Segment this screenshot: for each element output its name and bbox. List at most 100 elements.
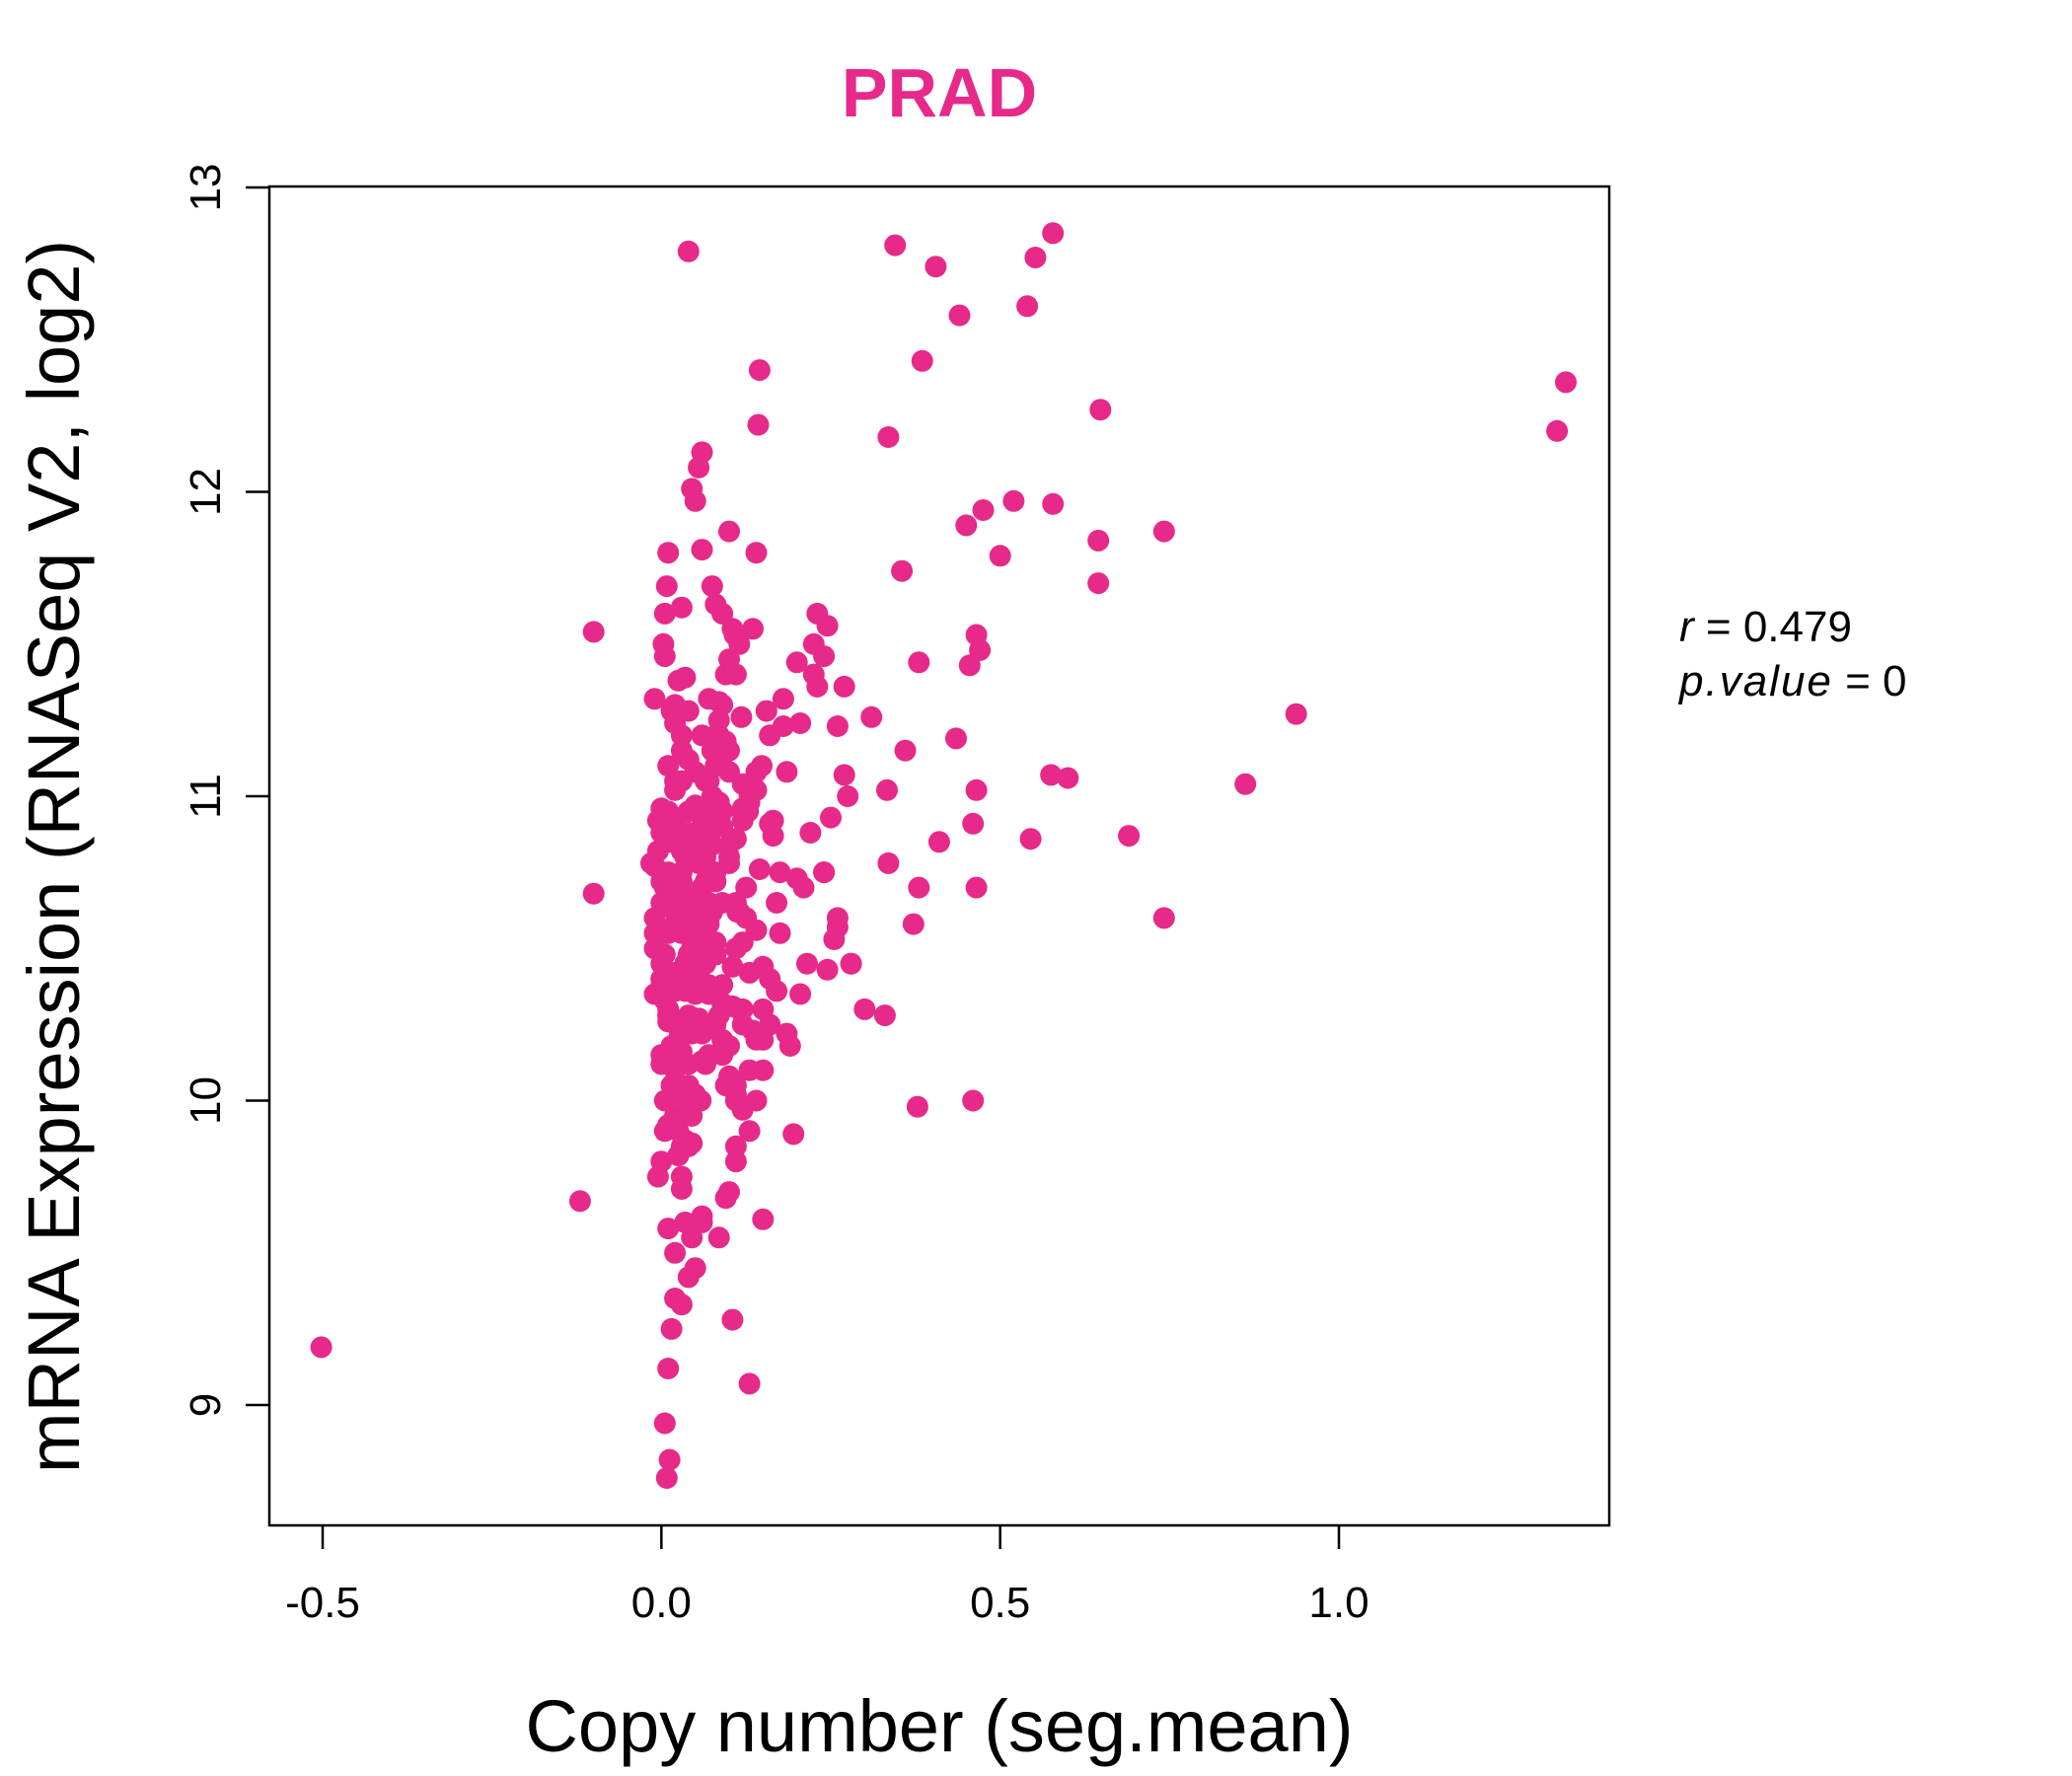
data-point (813, 861, 836, 884)
data-point (735, 876, 758, 899)
x-tick-label: 0.5 (970, 1579, 1030, 1627)
data-point (718, 1065, 740, 1087)
data-point (911, 349, 933, 372)
x-tick-label: 0.0 (631, 1579, 692, 1627)
data-point (681, 1104, 703, 1127)
data-point (653, 876, 676, 899)
data-point (748, 359, 771, 382)
data-point (707, 708, 730, 731)
data-point (972, 499, 995, 521)
data-point (755, 700, 777, 722)
data-point (752, 1059, 775, 1081)
y-axis: 9 10 11 12 13 (182, 164, 269, 1417)
data-point (731, 931, 754, 954)
data-point (718, 648, 740, 671)
data-point (906, 1095, 928, 1118)
data-point (1042, 492, 1065, 515)
data-point (785, 867, 808, 890)
data-point (962, 812, 985, 835)
data-point (876, 778, 898, 801)
data-point (691, 907, 713, 929)
data-point (731, 797, 754, 820)
data-point (738, 1120, 761, 1143)
data-point (698, 688, 720, 710)
data-point (769, 922, 791, 944)
data-point (820, 806, 842, 829)
y-axis-label: mRNA Expression (RNASeq V2, log2) (13, 240, 95, 1473)
data-point (826, 715, 849, 737)
data-point (1087, 572, 1110, 595)
data-point (965, 778, 988, 801)
data-point (704, 755, 727, 777)
data-point (738, 1372, 761, 1395)
data-point (965, 876, 988, 899)
p-value-stat: p.value = 0 (1677, 657, 1907, 705)
data-point (650, 1053, 673, 1075)
data-point (667, 1035, 690, 1057)
data-point (688, 456, 710, 479)
r-stat-value: 0.479 (1743, 603, 1852, 651)
data-point (677, 240, 700, 262)
data-point (724, 892, 747, 914)
chart-title: PRAD (842, 54, 1037, 131)
data-point (766, 892, 788, 914)
data-point (670, 739, 693, 762)
data-point (657, 1218, 680, 1240)
data-point (721, 618, 744, 640)
data-point (670, 870, 693, 893)
data-point (667, 892, 690, 914)
data-point (769, 861, 791, 884)
data-point (667, 669, 690, 692)
data-point (799, 822, 822, 844)
r-stat: r = 0.479 (1679, 603, 1852, 651)
data-point (742, 618, 764, 640)
plot-frame (267, 185, 1611, 1527)
data-point (823, 928, 846, 950)
data-point (776, 1022, 798, 1045)
data-points (310, 222, 1577, 1489)
data-point (989, 545, 1011, 567)
data-point (670, 1135, 693, 1157)
data-point (684, 1257, 706, 1280)
data-point (958, 654, 981, 677)
data-point (643, 937, 666, 960)
x-axis: -0.5 0.0 0.5 1.0 (285, 1525, 1369, 1627)
data-point (789, 712, 812, 734)
data-point (1118, 825, 1141, 848)
data-point (684, 761, 706, 783)
data-point (1040, 764, 1063, 786)
data-point (664, 1241, 687, 1264)
data-point (782, 1123, 805, 1146)
data-point (962, 1089, 985, 1112)
data-point (902, 913, 925, 935)
data-point (1024, 247, 1047, 268)
y-tick-label: 13 (182, 164, 230, 212)
data-point (1234, 773, 1257, 795)
data-point (747, 413, 770, 436)
data-point (677, 800, 700, 823)
data-point (655, 575, 678, 598)
data-point (310, 1336, 333, 1359)
data-point (691, 1211, 713, 1233)
data-point (670, 1294, 693, 1316)
data-point (816, 615, 839, 637)
data-point (1546, 419, 1569, 442)
data-point (745, 1028, 768, 1051)
data-point (714, 1187, 737, 1210)
data-point (704, 593, 727, 616)
data-point (948, 304, 971, 327)
data-point (789, 983, 812, 1005)
data-point (796, 952, 818, 975)
data-point (1016, 295, 1039, 318)
data-point (945, 727, 967, 750)
data-point (762, 809, 784, 832)
data-point (730, 705, 753, 728)
data-point (582, 621, 605, 643)
data-point (658, 1448, 681, 1471)
data-point (721, 955, 744, 978)
data-point (1019, 828, 1042, 851)
data-point (1042, 222, 1065, 245)
data-point (1087, 529, 1110, 552)
data-point (965, 624, 988, 646)
